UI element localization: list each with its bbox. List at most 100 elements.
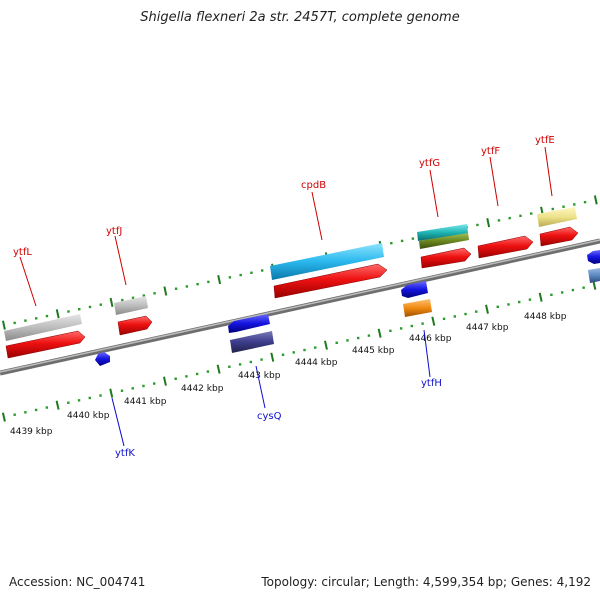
gene-label-cysQ[interactable]: cysQ xyxy=(257,411,282,422)
gene-label-ytfH[interactable]: ytfH xyxy=(421,378,442,389)
inner-ring-dot xyxy=(260,358,263,361)
gene-khaki-bar[interactable] xyxy=(537,207,577,227)
gene-label-ytfF[interactable]: ytfF xyxy=(481,146,500,157)
outer-ring-dot xyxy=(67,310,70,313)
inner-ring-dot xyxy=(292,351,295,354)
inner-ring-dot xyxy=(571,288,575,292)
inner-ring-dot xyxy=(367,334,371,337)
gene-grey-2[interactable] xyxy=(114,296,148,315)
inner-ring-dot xyxy=(13,413,16,416)
gene-label-ytfL[interactable]: ytfL xyxy=(13,247,32,258)
inner-ring-dot xyxy=(77,399,81,402)
inner-ring-dot xyxy=(528,298,532,301)
inner-ring-dot xyxy=(206,370,210,373)
outer-ring-dot xyxy=(131,296,135,300)
outer-ring-dot xyxy=(400,239,404,243)
inner-ring-dot xyxy=(389,329,392,333)
outer-ring-dot xyxy=(121,298,124,302)
outer-ring-tick xyxy=(2,320,6,330)
inner-ring-dot xyxy=(195,372,199,376)
gene-cpdB-arrow[interactable] xyxy=(273,263,388,299)
inner-ring-dot xyxy=(507,303,510,306)
gene-label-ytfK[interactable]: ytfK xyxy=(115,448,135,459)
outer-ring-dot xyxy=(562,205,565,208)
gene-right-blue[interactable] xyxy=(587,250,600,264)
inner-ring-dot xyxy=(442,317,446,321)
inner-ring-tick xyxy=(431,316,436,326)
gene-label-ytfJ[interactable]: ytfJ xyxy=(106,226,122,237)
inner-ring-tick xyxy=(592,280,597,290)
inner-ring-tick xyxy=(109,388,114,398)
inner-ring-dot xyxy=(153,382,156,385)
outer-ring-tick xyxy=(217,275,222,285)
kbp-label-4442: 4442 kbp xyxy=(181,384,224,394)
gene-label-ytfG[interactable]: ytfG xyxy=(419,158,440,169)
inner-ring-dot xyxy=(475,310,478,313)
outer-ring-tick xyxy=(593,195,598,205)
inner-ring-dot xyxy=(356,336,360,340)
inner-ring-dot xyxy=(249,360,253,364)
gene-cysQ-bar[interactable] xyxy=(230,331,274,353)
outer-ring-dot xyxy=(583,200,587,204)
gene-right-steel[interactable] xyxy=(588,268,600,283)
gene-ytfK-arrow[interactable] xyxy=(95,352,110,366)
outer-ring-tick xyxy=(55,309,60,319)
kbp-label-4447: 4447 kbp xyxy=(466,323,509,333)
kbp-label-4445: 4445 kbp xyxy=(352,346,395,356)
gene-teal-bar[interactable] xyxy=(417,224,468,241)
outer-ring-dot xyxy=(78,308,81,311)
inner-ring-dot xyxy=(346,339,349,342)
inner-ring-dot xyxy=(335,341,338,345)
gene-ytfH-arrow-blue[interactable] xyxy=(401,281,428,298)
accession-text: Accession: NC_004741 xyxy=(9,575,146,589)
inner-ring-dot xyxy=(560,291,564,294)
gene-ytfH-bar[interactable] xyxy=(403,299,432,317)
kbp-label-4448: 4448 kbp xyxy=(524,312,567,322)
outer-ring-dot xyxy=(88,305,92,309)
inner-ring-dot xyxy=(185,375,188,378)
genome-summary-text: Topology: circular; Length: 4,599,354 bp… xyxy=(261,575,591,589)
gene-label-cpdB[interactable]: cpdB xyxy=(301,180,326,191)
inner-ring-dot xyxy=(399,327,403,330)
kbp-label-4444: 4444 kbp xyxy=(295,358,338,368)
gene-grey-1[interactable] xyxy=(4,314,82,341)
outer-ring-dot xyxy=(411,237,415,240)
inner-dotted-ring xyxy=(1,280,597,422)
inner-ring-tick xyxy=(324,340,328,350)
inner-ring-dot xyxy=(550,293,553,297)
outer-ring-dot xyxy=(196,282,199,286)
kbp-label-4439: 4439 kbp xyxy=(10,427,53,437)
inner-ring-dot xyxy=(67,401,70,404)
inner-ring-dot xyxy=(34,408,38,412)
kbp-label-4446: 4446 kbp xyxy=(409,334,452,344)
gene-label-ytfE[interactable]: ytfE xyxy=(535,135,555,146)
inner-ring-dot xyxy=(120,389,124,392)
gene-ytfE-arrow[interactable] xyxy=(539,226,579,247)
top-leader-lines xyxy=(19,146,553,307)
outer-ring-dot xyxy=(228,276,232,279)
outer-ring-dot xyxy=(519,214,522,218)
inner-ring-dot xyxy=(314,346,317,349)
gene-cysQ-arrow-blue[interactable] xyxy=(228,314,270,333)
gene-ytfG-arrow[interactable] xyxy=(420,247,472,269)
gene-olive-bar[interactable] xyxy=(419,232,469,249)
inner-ring-dot xyxy=(88,396,91,400)
gene-ytfF-arrow[interactable] xyxy=(477,235,534,259)
inner-ring-dot xyxy=(24,411,27,414)
inner-ring-tick xyxy=(216,364,221,374)
outer-ring-dot xyxy=(530,212,533,215)
inner-ring-dot xyxy=(303,348,306,352)
gene-ytfL-arrow[interactable] xyxy=(5,330,86,359)
inner-ring-tick xyxy=(270,352,275,362)
inner-ring-dot xyxy=(174,377,177,380)
inner-ring-tick xyxy=(55,400,60,410)
gene-ytfJ-arrow[interactable] xyxy=(117,315,153,336)
inner-ring-dot xyxy=(410,324,414,328)
map-title: Shigella flexneri 2a str. 2457T, complet… xyxy=(140,10,460,25)
inner-ring-tick xyxy=(162,376,167,386)
outer-ring-dot xyxy=(185,285,189,288)
gene-cyan-bar[interactable] xyxy=(270,243,384,280)
inner-ring-tick xyxy=(485,304,489,314)
outer-ring-dot xyxy=(497,219,501,222)
